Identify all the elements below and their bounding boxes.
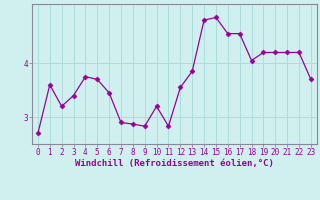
X-axis label: Windchill (Refroidissement éolien,°C): Windchill (Refroidissement éolien,°C) <box>75 159 274 168</box>
